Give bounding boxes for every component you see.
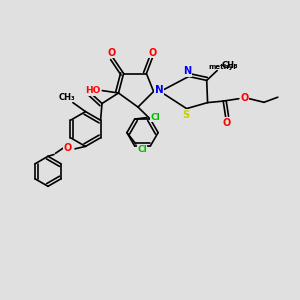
Text: O: O: [222, 118, 230, 128]
Text: S: S: [182, 110, 190, 120]
Text: Cl: Cl: [137, 146, 147, 154]
Text: Cl: Cl: [150, 113, 160, 122]
Text: N: N: [154, 85, 164, 95]
Text: O: O: [240, 93, 248, 103]
Text: N: N: [183, 66, 191, 76]
Text: HO: HO: [85, 86, 101, 95]
Text: CH₃: CH₃: [58, 93, 75, 102]
Text: O: O: [149, 47, 157, 58]
Text: CH₃: CH₃: [222, 61, 238, 70]
Text: O: O: [107, 47, 116, 58]
Text: methyl: methyl: [208, 64, 236, 70]
Text: O: O: [64, 143, 72, 153]
